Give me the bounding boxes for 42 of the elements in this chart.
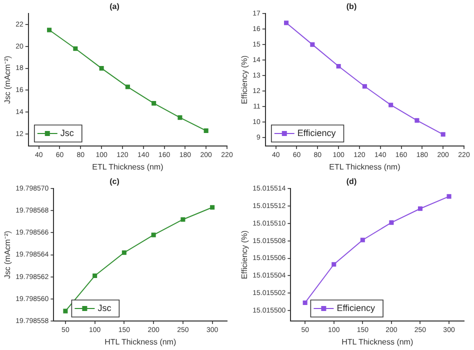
x-axis-title: HTL Thickness (nm): [342, 337, 414, 346]
point: [180, 217, 186, 222]
point: [204, 128, 208, 133]
point: [63, 308, 68, 314]
point: [310, 42, 315, 47]
point: [388, 102, 394, 108]
point: [99, 66, 104, 71]
legend-label: Efficiency: [336, 302, 376, 313]
legend-label: Jsc: [60, 128, 74, 138]
y-axis-title: Jsc (mAcm⁻²): [3, 56, 12, 104]
legend-label: Jsc: [98, 302, 112, 313]
point: [414, 118, 420, 123]
point: [332, 262, 336, 267]
point: [440, 132, 446, 137]
point: [336, 64, 341, 69]
x-axis-title: ETL Thickness (nm): [329, 162, 401, 172]
y-axis-title: Efficiency (%): [240, 55, 250, 104]
point: [92, 273, 98, 278]
point: [360, 238, 365, 242]
point: [73, 46, 78, 51]
chart-title: (d): [346, 177, 357, 186]
chart-title: (a): [110, 2, 120, 12]
point: [125, 84, 130, 90]
point: [302, 300, 308, 305]
chart-title: (c): [110, 177, 120, 186]
point: [389, 220, 394, 225]
x-axis-title: HTL Thickness (nm): [104, 337, 176, 346]
point: [284, 20, 289, 26]
point: [418, 206, 423, 211]
x-axis-title: ETL Thickness (nm): [92, 162, 164, 172]
legend-label: Efficiency: [297, 128, 336, 138]
y-axis-title: Efficiency (%): [240, 230, 250, 280]
point: [122, 250, 126, 255]
point: [362, 84, 367, 89]
point: [446, 194, 452, 199]
point: [210, 205, 215, 210]
y-axis-title: Jsc (mAcm⁻²): [3, 230, 12, 279]
point: [152, 101, 156, 106]
chart-title: (b): [346, 2, 357, 12]
point: [47, 28, 52, 32]
point: [151, 232, 156, 238]
point: [178, 115, 182, 120]
